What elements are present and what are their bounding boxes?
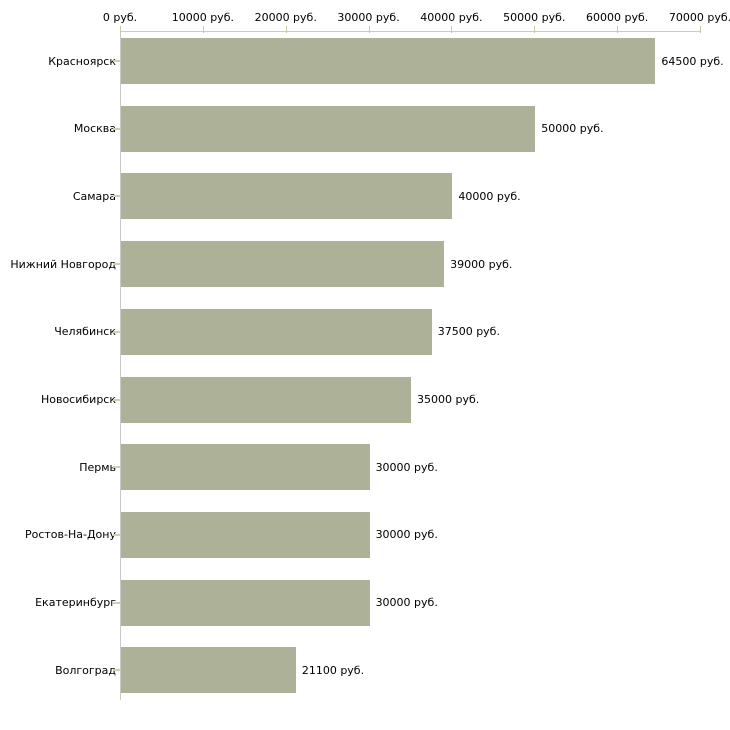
category-label: Новосибирск xyxy=(40,393,116,406)
x-axis-tick-mark xyxy=(700,26,701,33)
bar xyxy=(121,105,536,152)
value-label: 64500 руб. xyxy=(661,54,724,68)
x-axis-tick-label: 50000 руб. xyxy=(503,11,566,24)
bar xyxy=(121,308,432,355)
category-label: Москва xyxy=(73,122,116,136)
y-axis-tick-mark xyxy=(113,60,120,62)
value-label: 50000 руб. xyxy=(541,122,604,136)
value-label: 30000 руб. xyxy=(375,528,438,542)
left-axis-line xyxy=(120,31,121,700)
value-label: 30000 руб. xyxy=(375,596,438,610)
bar xyxy=(121,647,296,694)
value-label: 37500 руб. xyxy=(437,325,500,339)
value-label: 21100 руб. xyxy=(301,663,365,677)
x-axis-tick-label: 0 руб. xyxy=(102,11,138,24)
x-axis-tick-label: 30000 руб. xyxy=(337,11,400,24)
value-label: 40000 руб. xyxy=(458,189,521,203)
x-axis-tick-label: 20000 руб. xyxy=(254,11,317,24)
y-axis-tick-mark xyxy=(113,533,120,536)
bar xyxy=(121,38,656,84)
x-axis-tick-mark xyxy=(120,26,121,33)
x-axis-tick-label: 60000 руб. xyxy=(586,11,649,24)
y-axis-tick-mark xyxy=(113,330,120,333)
y-axis-tick-mark xyxy=(113,263,120,266)
y-axis-tick-mark xyxy=(113,601,120,604)
x-axis-tick-label: 10000 руб. xyxy=(171,11,234,24)
x-axis-tick-label: 40000 руб. xyxy=(420,11,483,24)
top-axis-line xyxy=(120,31,700,32)
y-axis-tick-mark xyxy=(113,127,120,130)
category-label: Волгоград xyxy=(55,663,116,677)
x-axis-tick-mark xyxy=(368,26,370,33)
category-label: Пермь xyxy=(79,460,116,474)
value-label: 39000 руб. xyxy=(450,257,513,271)
bar xyxy=(121,579,370,626)
bar xyxy=(121,241,445,288)
x-axis-tick-mark xyxy=(617,26,619,33)
bar xyxy=(121,173,453,220)
x-axis-tick-mark xyxy=(202,26,204,33)
x-axis-tick-mark xyxy=(285,26,287,33)
bar xyxy=(121,511,370,558)
y-axis-tick-mark xyxy=(113,195,120,198)
y-axis-tick-mark xyxy=(113,669,120,672)
y-axis-tick-mark xyxy=(113,398,120,401)
x-axis-tick-mark xyxy=(534,26,536,33)
x-axis-tick-mark xyxy=(451,26,453,33)
value-label: 35000 руб. xyxy=(417,393,480,406)
category-label: Самара xyxy=(72,189,116,203)
category-label: Нижний Новгород xyxy=(10,257,116,271)
category-label: Челябинск xyxy=(54,325,116,339)
category-label: Красноярск xyxy=(48,54,116,68)
bar xyxy=(121,376,411,423)
category-label: Ростов-На-Дону xyxy=(24,528,116,542)
value-label: 30000 руб. xyxy=(375,460,438,474)
x-axis-tick-label: 70000 руб. xyxy=(668,11,730,24)
y-axis-tick-mark xyxy=(113,466,120,469)
bar xyxy=(121,444,370,491)
category-label: Екатеринбург xyxy=(35,596,116,610)
